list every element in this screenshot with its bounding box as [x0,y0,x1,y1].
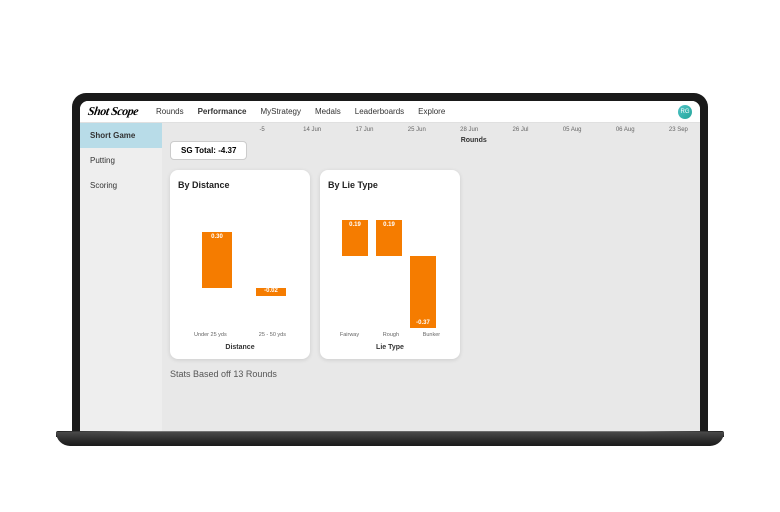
bar-value-label: 0.19 [376,222,402,228]
rounds-tick: 23 Sep [669,127,688,133]
distance-cat: Under 25 yds [194,332,227,338]
lie-axis-label: Lie Type [328,344,452,351]
rounds-tick: 26 Jul [512,127,528,133]
bar: -0.37 [410,256,436,328]
screen: Shot Scope Rounds Performance MyStrategy… [80,101,700,438]
lie-cat: Rough [383,332,399,338]
distance-chart: 0.30 -0.02 [178,198,302,328]
bar-value-label: -0.02 [256,288,286,294]
lie-cat: Bunker [423,332,440,338]
sidebar-item-scoring[interactable]: Scoring [80,173,162,198]
main-content: SG Total: -4.37 -5 14 Jun 17 Jun 25 Jun … [162,123,700,438]
sg-total-value: -4.37 [218,146,236,155]
footer-note: Stats Based off 13 Rounds [170,369,692,379]
lie-card-title: By Lie Type [328,180,452,190]
laptop-base [56,432,724,446]
rounds-tick: 17 Jun [355,127,373,133]
nav-leaderboards[interactable]: Leaderboards [355,107,404,116]
distance-card-title: By Distance [178,180,302,190]
nav-explore[interactable]: Explore [418,107,445,116]
lie-cat: Fairway [340,332,359,338]
bar: -0.02 [256,288,286,296]
rounds-tick: 14 Jun [303,127,321,133]
distance-card: By Distance 0.30 -0.02 Under 25 yds 25 - … [170,170,310,359]
rounds-tick: 05 Aug [563,127,582,133]
laptop-frame: Shot Scope Rounds Performance MyStrategy… [72,93,708,438]
distance-cat: 25 - 50 yds [259,332,286,338]
nav-mystrategy[interactable]: MyStrategy [261,107,301,116]
distance-axis-label: Distance [178,344,302,351]
bar-value-label: -0.37 [410,320,436,326]
avatar[interactable]: RG [678,105,692,119]
rounds-tick: 28 Jun [460,127,478,133]
sidebar-item-putting[interactable]: Putting [80,148,162,173]
lie-chart: 0.19 0.19 -0.37 [328,198,452,328]
bar: 0.19 [376,220,402,256]
nav-performance[interactable]: Performance [198,107,247,116]
rounds-axis-label: Rounds [255,137,692,144]
rounds-ytick: -5 [259,127,264,133]
bar: 0.30 [202,232,232,288]
lie-categories: Fairway Rough Bunker [328,332,452,338]
main-nav: Rounds Performance MyStrategy Medals Lea… [156,107,678,116]
sg-total-box: SG Total: -4.37 [170,141,247,160]
brand-logo: Shot Scope [87,104,139,119]
topbar: Shot Scope Rounds Performance MyStrategy… [80,101,700,123]
nav-medals[interactable]: Medals [315,107,341,116]
bar-value-label: 0.30 [202,234,232,240]
body: Short Game Putting Scoring SG Total: -4.… [80,123,700,438]
rounds-tick: 25 Jun [408,127,426,133]
bar-value-label: 0.19 [342,222,368,228]
nav-rounds[interactable]: Rounds [156,107,184,116]
sidebar-item-short-game[interactable]: Short Game [80,123,162,148]
lie-card: By Lie Type 0.19 0.19 -0.37 Fairway Rough … [320,170,460,359]
sidebar: Short Game Putting Scoring [80,123,162,438]
distance-categories: Under 25 yds 25 - 50 yds [178,332,302,338]
sg-total-label: SG Total: [181,146,216,155]
bar: 0.19 [342,220,368,256]
cards-row: By Distance 0.30 -0.02 Under 25 yds 25 - … [170,170,692,359]
top-row: SG Total: -4.37 -5 14 Jun 17 Jun 25 Jun … [170,123,692,160]
rounds-tick: 06 Aug [616,127,635,133]
rounds-axis: -5 14 Jun 17 Jun 25 Jun 28 Jun 26 Jul 05… [255,123,692,144]
